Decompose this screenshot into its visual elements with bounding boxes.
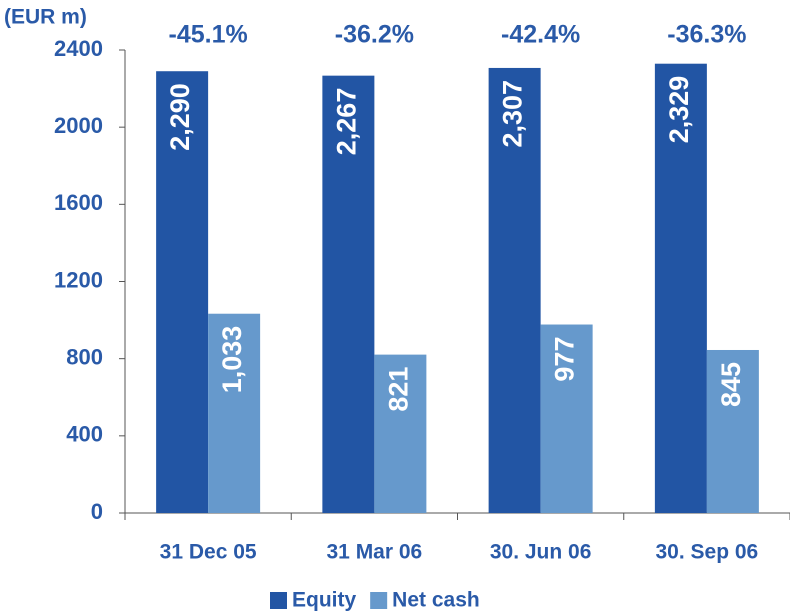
x-tick-label: 31 Mar 06 [327, 541, 423, 564]
annotation: -36.2% [335, 21, 414, 49]
bar [374, 354, 427, 513]
bar [208, 313, 261, 513]
x-tick-label: 31 Dec 05 [160, 541, 257, 564]
legend-label: Equity [292, 589, 356, 612]
annotation: -45.1% [169, 21, 248, 49]
y-tick-label: 400 [66, 422, 103, 447]
x-tick-label: 30. Jun 06 [490, 541, 592, 564]
annotation: -42.4% [501, 21, 580, 49]
bar [488, 67, 541, 513]
value-label: 2,307 [498, 80, 528, 148]
value-label: 2,290 [165, 83, 195, 151]
value-label: 2,329 [664, 76, 694, 144]
legend-swatch [370, 592, 388, 609]
value-label: 821 [384, 367, 414, 412]
bar [540, 324, 593, 513]
y-tick-label: 0 [91, 499, 103, 524]
y-tick-label: 2000 [54, 113, 103, 138]
value-label: 1,033 [217, 326, 247, 394]
value-label: 2,267 [332, 88, 362, 156]
value-label: 977 [550, 337, 580, 382]
bar [156, 71, 209, 514]
y-tick-label: 2400 [54, 36, 103, 61]
y-tick-label: 1600 [54, 190, 103, 215]
value-label: 845 [716, 362, 746, 407]
y-tick-label: 800 [66, 344, 103, 369]
bar [654, 63, 707, 513]
y-tick-label: 1200 [54, 267, 103, 292]
annotation: -36.3% [667, 21, 746, 49]
legend-swatch [270, 592, 287, 609]
bar [706, 349, 759, 513]
unit-label: (EUR m) [4, 6, 87, 29]
legend-label: Net cash [392, 589, 480, 612]
x-tick-label: 30. Sep 06 [656, 541, 759, 564]
bar [322, 75, 375, 514]
